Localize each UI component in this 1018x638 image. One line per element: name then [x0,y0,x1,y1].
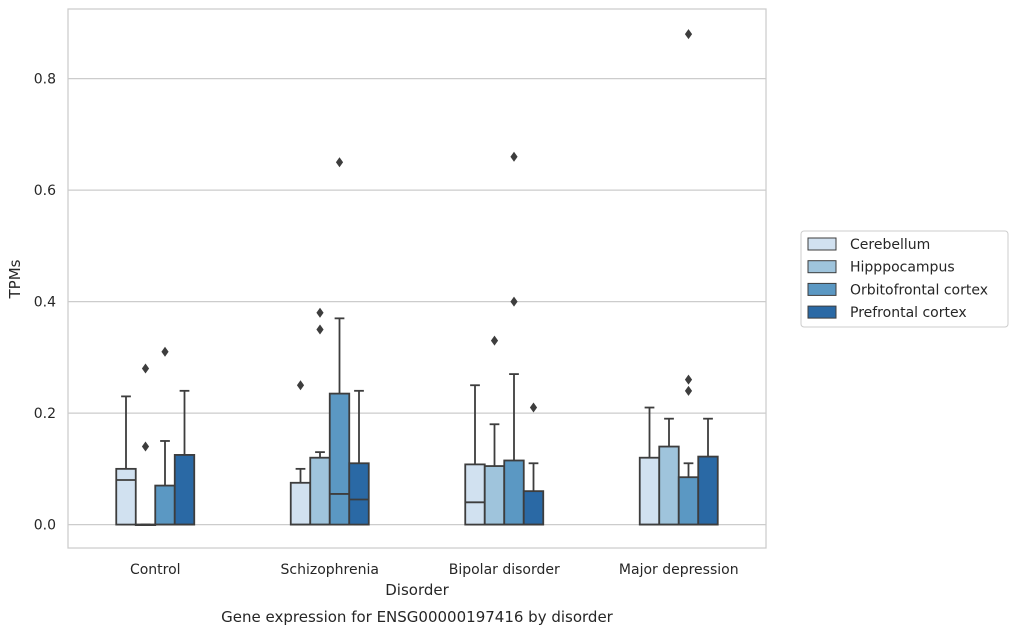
x-tick-label: Schizophrenia [281,562,379,578]
box-body [638,456,661,526]
y-tick-label: 0.2 [34,406,56,422]
x-axis-label: Disorder [385,581,449,599]
legend: Cerebellum Hipppocampus Orbitofrontal cort… [800,230,1009,328]
legend-swatch [807,282,837,296]
y-tick-label: 0.4 [34,295,56,311]
y-tick-label: 0.8 [34,72,56,88]
box-body [503,459,525,526]
outlier-point [684,374,693,385]
y-tick-label: 0.6 [34,183,56,199]
box-body [464,463,486,526]
box-group [328,157,351,526]
outlier-point [335,157,344,168]
box-body [173,454,196,526]
box-layer [115,29,719,526]
x-tick-labels: Control Schizophrenia Bipolar disorder Majo… [130,562,739,578]
outlier-point [296,380,305,391]
box-body [348,462,370,526]
box-group [134,363,157,526]
box-group [677,29,700,526]
plot-frame [67,8,767,549]
box-group [638,406,661,526]
box-group [697,417,719,526]
box-body [309,456,331,526]
box-group [115,395,137,526]
outlier-point [684,385,693,396]
box-group [309,307,331,526]
outlier-point [316,307,324,318]
box-body [115,467,137,526]
box-body [328,392,351,526]
legend-swatch [807,260,837,274]
box-body [658,445,680,526]
outlier-point [510,296,518,307]
y-axis-label: TPMs [6,259,24,299]
legend-swatch [807,305,837,319]
y-tick-label: 0.0 [34,518,56,534]
y-tick-labels: 0.0 0.2 0.4 0.6 0.8 [34,72,56,534]
outlier-point [510,151,518,162]
box-body [483,465,506,526]
box-group [503,151,525,526]
outlier-point [529,402,538,413]
x-tick-label: Bipolar disorder [449,562,560,578]
box-body [697,455,719,526]
outlier-point [141,363,150,374]
outlier-point [490,335,499,346]
box-group [348,389,370,526]
x-tick-label: Major depression [619,562,739,578]
box-group [289,380,312,526]
outlier-point [316,324,324,335]
legend-label: Hipppocampus [850,260,955,276]
outlier-point [684,29,693,40]
outlier-point [141,441,150,452]
x-tick-label: Control [130,562,181,578]
legend-label: Orbitofrontal cortex [850,282,988,298]
legend-label: Cerebellum [850,237,930,253]
box-group [464,384,486,526]
box-body [522,490,545,526]
box-body [289,481,312,526]
chart-caption: Gene expression for ENSG00000197416 by d… [221,608,614,626]
legend-items: Cerebellum Hipppocampus Orbitofrontal cort… [807,237,988,321]
box-body [154,484,176,526]
box-group [522,402,545,526]
legend-frame [800,230,1009,328]
box-group [658,417,680,526]
outlier-point [161,346,169,357]
box-group [154,346,176,526]
box-body [677,476,700,526]
legend-swatch [807,237,837,251]
legend-label: Prefrontal cortex [850,305,967,321]
box-group [483,335,506,526]
box-group [173,389,196,526]
